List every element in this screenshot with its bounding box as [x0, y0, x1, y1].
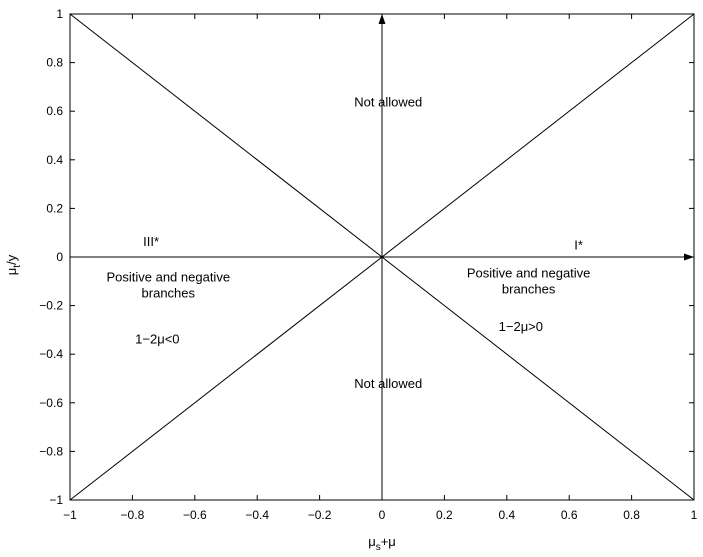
- annotation-2: Not allowed: [354, 376, 422, 391]
- y-axis-label: μt/y: [4, 254, 23, 275]
- y-tick-label: −1: [49, 493, 63, 507]
- x-tick-label: −0.2: [308, 508, 332, 522]
- y-tick-label: −0.8: [39, 444, 63, 458]
- arrowhead-1: [378, 14, 386, 24]
- annotation-line: Positive and negative: [467, 266, 591, 281]
- x-tick-label: −0.8: [121, 508, 145, 522]
- x-tick-label: 0: [379, 508, 386, 522]
- annotation-line: Positive and negative: [106, 269, 230, 284]
- axis-arrows: [70, 14, 694, 500]
- annotation-line: branches: [502, 282, 556, 297]
- x-tick-label: 0.2: [436, 508, 453, 522]
- annotation-5: Positive and negative branches: [106, 269, 230, 300]
- annotation-line: III*: [143, 234, 159, 249]
- arrowhead-2: [684, 253, 694, 261]
- annotation-7: 1−2μ<0: [135, 331, 179, 346]
- x-axis-ticks: −1 −0.8 −0.6 −0.4 −0.2 0 0.2 0.4 0.6 0.8 1: [63, 14, 698, 522]
- annotation-line: 1−2μ<0: [135, 331, 179, 346]
- annotation-line: Not allowed: [354, 376, 422, 391]
- y-tick-label: 0.4: [46, 153, 63, 167]
- y-tick-label: 1: [56, 7, 63, 21]
- x-tick-label: −1: [63, 508, 77, 522]
- annotation-1: Not allowed: [354, 94, 422, 109]
- annotation-6: Positive and negative branches: [467, 266, 591, 297]
- x-tick-label: −0.6: [183, 508, 207, 522]
- y-tick-label: 0: [56, 250, 63, 264]
- y-tick-label: 0.2: [46, 201, 63, 215]
- annotation-line: 1−2μ>0: [499, 319, 543, 334]
- annotations: Not allowed Not allowed III* I* Positive and…: [106, 94, 590, 391]
- plot-frame: [69, 13, 695, 501]
- y-tick-label: −0.6: [39, 396, 63, 410]
- x-tick-label: 0.8: [623, 508, 640, 522]
- y-tick-label: −0.4: [39, 347, 63, 361]
- y-tick-label: −0.2: [39, 299, 63, 313]
- annotation-line: Not allowed: [354, 94, 422, 109]
- x-tick-label: 0.6: [561, 508, 578, 522]
- annotation-4: I*: [574, 238, 583, 253]
- annotation-3: III*: [143, 234, 159, 249]
- x-axis-label: μs+μ: [368, 534, 396, 553]
- annotation-line: branches: [142, 285, 196, 300]
- annotation-8: 1−2μ>0: [499, 319, 543, 334]
- x-tick-label: −0.4: [245, 508, 269, 522]
- y-tick-label: 0.6: [46, 104, 63, 118]
- x-tick-label: 0.4: [498, 508, 515, 522]
- y-tick-label: 0.8: [46, 56, 63, 70]
- x-tick-label: 1: [691, 508, 698, 522]
- annotation-line: I*: [574, 238, 583, 253]
